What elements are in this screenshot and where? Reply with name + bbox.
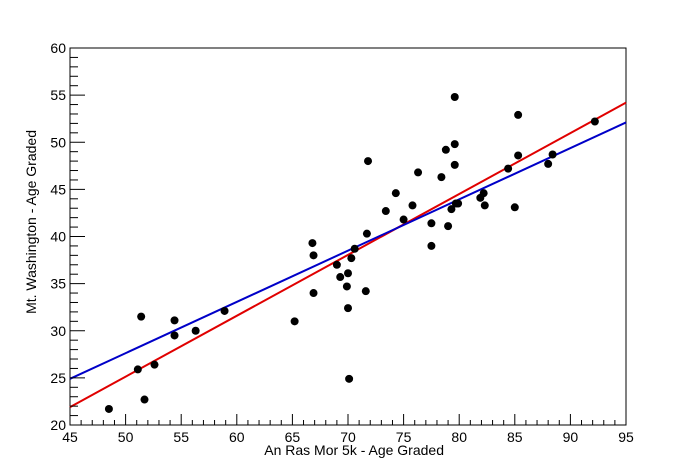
x-tick-label: 80 [451, 429, 467, 445]
data-point [427, 241, 436, 250]
data-point [290, 317, 299, 326]
data-point [309, 251, 318, 260]
x-axis-title: An Ras Mor 5k - Age Graded [264, 442, 444, 458]
x-tick-label: 65 [285, 429, 301, 445]
data-point [344, 304, 352, 313]
data-point [170, 331, 179, 340]
x-tick-label: 60 [229, 429, 245, 445]
data-point [133, 365, 142, 374]
data-point [150, 360, 159, 369]
x-tick-label: 95 [618, 429, 634, 445]
y-axis-title: Mt. Washington - Age Graded [23, 130, 39, 314]
data-point [170, 316, 179, 325]
x-tick-label: 70 [340, 429, 356, 445]
data-point [548, 150, 557, 159]
y-tick-label: 40 [50, 229, 66, 245]
data-points [104, 93, 599, 413]
data-point [347, 254, 356, 263]
data-point [391, 189, 400, 198]
data-point [441, 145, 450, 154]
data-point [399, 215, 408, 224]
data-point [336, 273, 345, 282]
x-axis: 45 50 55 60 65 70 75 80 85 90 95 [62, 414, 634, 445]
data-point [450, 160, 459, 169]
y-tick-label: 35 [50, 276, 66, 292]
data-point [480, 201, 489, 210]
data-point [137, 312, 146, 321]
data-point [364, 157, 373, 166]
data-point [414, 168, 423, 177]
data-point [345, 374, 354, 383]
y-tick-label: 50 [50, 134, 66, 150]
data-point [437, 173, 446, 182]
x-tick-label: 75 [396, 429, 412, 445]
data-point [454, 199, 463, 208]
data-point [308, 239, 317, 248]
y-tick-label: 45 [50, 181, 66, 197]
data-point [342, 282, 351, 291]
y-axis: 20 25 30 35 40 45 50 55 60 [50, 40, 85, 433]
data-point [350, 244, 359, 253]
y-tick-label: 20 [50, 417, 66, 433]
data-point [191, 326, 200, 335]
fit-line-2 [69, 121, 627, 380]
data-point [514, 151, 523, 160]
x-tick-label: 45 [62, 429, 78, 445]
data-point [450, 140, 459, 149]
y-tick-label: 30 [50, 323, 66, 339]
data-point [479, 189, 488, 198]
data-point [362, 229, 371, 238]
x-tick-label: 90 [563, 429, 579, 445]
fit-lines [69, 101, 627, 408]
data-point [510, 203, 519, 212]
x-tick-label: 50 [118, 429, 134, 445]
x-tick-label: 85 [507, 429, 523, 445]
data-point [332, 260, 341, 269]
data-point [447, 205, 456, 214]
data-point [514, 110, 523, 119]
y-tick-label: 60 [50, 40, 66, 56]
data-point [408, 201, 417, 210]
y-tick-label: 55 [50, 87, 66, 103]
data-point [444, 222, 453, 231]
data-point [381, 207, 390, 216]
data-point [309, 289, 318, 298]
data-point [544, 159, 553, 168]
data-point [220, 306, 229, 315]
fit-line-1 [69, 101, 627, 408]
data-point [104, 404, 113, 413]
data-point [450, 93, 459, 102]
data-point [427, 219, 436, 228]
data-point [504, 164, 513, 173]
data-point [140, 395, 149, 404]
data-point [344, 269, 352, 278]
x-tick-label: 55 [173, 429, 189, 445]
data-point [590, 117, 599, 126]
y-tick-label: 25 [50, 370, 66, 386]
data-point [361, 287, 370, 296]
